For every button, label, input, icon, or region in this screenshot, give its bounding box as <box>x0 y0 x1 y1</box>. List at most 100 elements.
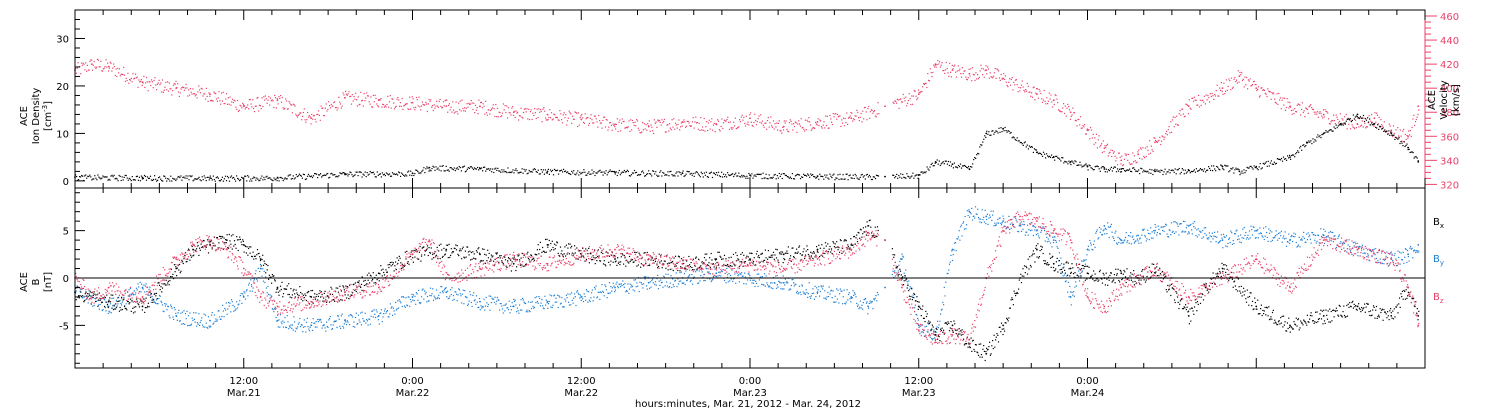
by-series-dot <box>672 284 674 286</box>
density-series-dot <box>106 176 108 178</box>
velocity-series-dot <box>1079 124 1081 126</box>
density-series-dot <box>82 175 84 177</box>
density-series-dot <box>810 173 812 175</box>
by-series-dot <box>369 318 371 320</box>
velocity-series-dot <box>410 102 412 104</box>
velocity-series-dot <box>653 119 655 121</box>
velocity-series-dot <box>1322 109 1325 111</box>
velocity-series-dot <box>355 92 357 94</box>
velocity-series-dot <box>1399 129 1401 131</box>
velocity-series-dot <box>356 99 358 101</box>
density-series-dot <box>1152 173 1154 176</box>
by-series-dot <box>502 312 504 314</box>
velocity-series-dot <box>306 119 308 121</box>
by-series-dot <box>606 297 608 299</box>
velocity-series-dot <box>1332 120 1334 122</box>
density-series-dot <box>350 172 352 174</box>
by-series-dot <box>433 295 435 297</box>
density-series-dot <box>502 171 504 173</box>
by-series-dot <box>1086 254 1088 256</box>
velocity-series-dot <box>196 97 198 99</box>
by-series-dot <box>712 278 714 281</box>
density-series-dot <box>1127 169 1129 171</box>
velocity-series-dot <box>162 91 164 93</box>
by-series-dot <box>721 271 723 273</box>
by-series-dot <box>1278 237 1280 239</box>
by-series-dot <box>534 297 536 299</box>
velocity-series-dot <box>189 88 191 90</box>
by-series-dot <box>1064 274 1066 276</box>
by-series-dot <box>111 297 113 299</box>
density-series-dot <box>1329 129 1331 131</box>
velocity-series-dot <box>329 105 331 107</box>
by-series-dot <box>380 312 382 314</box>
by-series-dot <box>166 309 168 311</box>
velocity-series-dot <box>661 119 663 121</box>
density-series-dot <box>919 174 921 176</box>
velocity-series-dot <box>1265 93 1267 95</box>
velocity-series-dot <box>153 79 155 82</box>
velocity-series-dot <box>107 70 110 72</box>
density-series-dot <box>1306 141 1308 143</box>
by-series-dot <box>1364 252 1366 254</box>
bx-series-dot <box>106 303 109 305</box>
velocity-series-dot <box>1365 127 1367 129</box>
density-series-dot <box>691 174 693 176</box>
density-series-dot <box>190 176 192 178</box>
density-series-dot <box>1071 160 1073 162</box>
by-series-dot <box>768 285 770 287</box>
density-series-dot <box>1372 124 1374 126</box>
velocity-series-dot <box>422 103 424 105</box>
density-series-dot <box>960 167 963 169</box>
velocity-series-dot <box>1203 101 1205 103</box>
density-series-dot <box>507 167 509 169</box>
by-series-dot <box>159 295 161 297</box>
velocity-series-dot <box>166 89 168 91</box>
velocity-series-dot <box>477 113 479 115</box>
velocity-series-dot <box>1155 139 1157 141</box>
velocity-series-dot <box>1314 113 1316 115</box>
velocity-series-dot <box>1402 130 1404 132</box>
by-series-dot <box>1157 225 1159 227</box>
density-series-dot <box>1112 167 1114 169</box>
by-series-dot <box>409 298 412 300</box>
density-series-dot <box>980 144 982 146</box>
velocity-series-dot <box>1089 138 1091 140</box>
by-series-dot <box>1212 238 1214 240</box>
density-series-dot <box>1230 167 1232 170</box>
by-series-dot <box>233 306 236 308</box>
velocity-series-dot <box>1128 162 1130 164</box>
velocity-series-dot <box>717 120 720 122</box>
by-series-dot <box>245 298 247 300</box>
velocity-series-dot <box>901 101 903 103</box>
density-series-dot <box>246 180 248 182</box>
by-series-dot <box>751 282 753 284</box>
velocity-series-dot <box>360 91 362 93</box>
velocity-series-dot <box>973 74 975 76</box>
density-series-dot <box>1006 131 1008 133</box>
density-series-dot <box>877 175 880 177</box>
density-series-dot <box>753 175 755 177</box>
density-series-dot <box>575 174 577 176</box>
density-series-dot <box>782 173 784 175</box>
by-series-dot <box>901 253 903 255</box>
density-series-dot <box>969 168 971 171</box>
by-series-dot <box>305 331 307 333</box>
density-series-dot <box>133 179 135 181</box>
bx-series-point <box>377 272 380 275</box>
density-series-dot <box>1095 165 1097 167</box>
by-series-dot <box>280 321 282 323</box>
by-series-dot <box>1342 243 1344 245</box>
velocity-series-dot <box>382 103 384 105</box>
density-series-dot <box>961 165 964 167</box>
velocity-series-dot <box>91 69 94 71</box>
velocity-series-dot <box>457 113 459 115</box>
velocity-series-dot <box>731 128 733 130</box>
density-series-dot <box>1284 158 1287 160</box>
by-series-dot <box>631 286 634 288</box>
by-series-dot <box>1219 240 1221 243</box>
velocity-series-dot <box>396 98 398 100</box>
velocity-series-dot <box>556 117 558 119</box>
by-series-dot <box>189 312 191 314</box>
velocity-series-dot <box>142 82 144 84</box>
